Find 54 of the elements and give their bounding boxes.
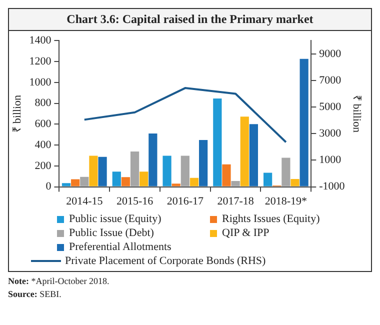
x-tick-label: 2015-16 — [116, 195, 154, 208]
y2-tick-label: 7000 — [319, 74, 342, 86]
bar — [300, 58, 308, 186]
bar — [263, 172, 272, 186]
y2-axis-title: ₹ billion — [350, 94, 363, 133]
bar — [231, 181, 240, 186]
y2-tick-label: 3000 — [319, 128, 342, 140]
bar — [89, 156, 98, 186]
y-tick-label: 1200 — [29, 55, 52, 68]
bar — [112, 172, 121, 186]
bar — [213, 98, 222, 186]
bar — [140, 172, 148, 186]
legend-label: Public issue (Equity) — [69, 213, 162, 225]
y-tick-label: 1400 — [29, 34, 52, 46]
bar — [240, 116, 249, 186]
bar — [71, 179, 80, 186]
y2-tick-label: 5000 — [319, 100, 342, 113]
y-tick-label: 400 — [34, 138, 52, 151]
bar — [249, 124, 258, 186]
bar — [199, 140, 208, 186]
legend-label: QIP & IPP — [222, 227, 270, 239]
y-tick-label: 600 — [34, 118, 52, 130]
legend-label: Public Issue (Debt) — [69, 227, 154, 239]
text: Note: *April-October 2018. — [8, 276, 110, 286]
source-note: Source: SEBI. — [8, 288, 62, 299]
bar — [148, 134, 158, 186]
y-axis-title: ₹ billion — [11, 94, 24, 132]
y-tick-label: 800 — [34, 97, 52, 110]
y2-tick-label: 1000 — [319, 154, 342, 166]
x-tick-label: 2017-18 — [217, 195, 254, 208]
bar — [290, 178, 300, 186]
bar — [162, 156, 172, 186]
x-tick-label: 2014-15 — [66, 195, 104, 208]
x-tick-label: 2018-19* — [264, 195, 308, 208]
bar — [222, 164, 231, 186]
y-tick-label: 200 — [34, 160, 52, 172]
chart-title: Chart 3.6: Capital raised in the Primary market — [9, 9, 371, 31]
bar — [172, 184, 180, 186]
x-tick-label: 2016-17 — [166, 195, 204, 208]
y2-tick-label: 9000 — [319, 48, 342, 60]
bar — [130, 152, 140, 186]
legend-label: Rights Issues (Equity) — [222, 213, 320, 225]
bar — [282, 158, 290, 186]
bar — [98, 156, 107, 186]
bar — [190, 178, 199, 186]
y-tick-label: 0 — [46, 180, 52, 193]
y-tick-label: 1000 — [29, 76, 52, 88]
bar — [121, 177, 130, 186]
bar — [62, 183, 71, 186]
bar — [180, 156, 190, 186]
legend-label: Private Placement of Corporate Bonds (RHS) — [65, 255, 266, 267]
bar — [80, 176, 89, 186]
y2-tick-label: -1000 — [319, 180, 346, 193]
legend-label: Preferential Allotments — [69, 241, 172, 253]
